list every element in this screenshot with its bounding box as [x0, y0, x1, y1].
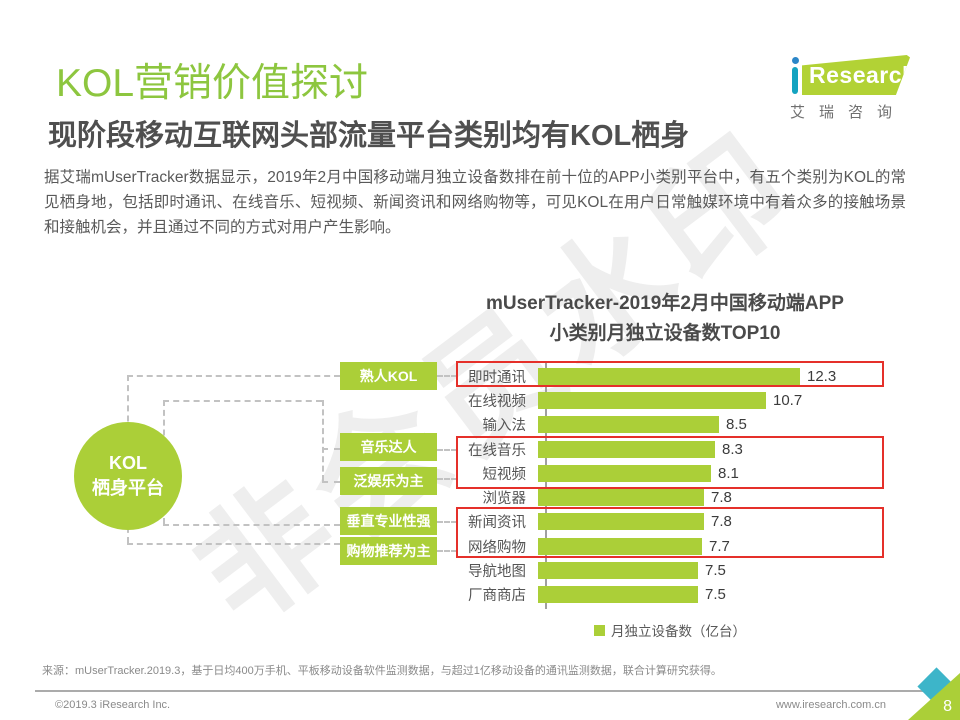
- logo-wordmark: Research: [809, 61, 917, 88]
- bar-row: 输入法 8.5: [455, 413, 895, 437]
- chart-legend: 月独立设备数（亿台）: [455, 620, 885, 640]
- logo-green-shape: Research: [802, 55, 910, 95]
- bar: [538, 391, 766, 409]
- bar-value-label: 10.7: [773, 391, 803, 409]
- bar-row: 即时通讯 12.3: [455, 364, 895, 388]
- bar-row: 在线音乐 8.3: [455, 437, 895, 461]
- dashed-line: [163, 400, 322, 402]
- bar-value-label: 7.7: [709, 537, 730, 555]
- body-paragraph: 据艾瑞mUserTracker数据显示，2019年2月中国移动端月独立设备数排在…: [44, 169, 906, 236]
- chart-title: mUserTracker-2019年2月中国移动端APP 小类别月独立设备数TO…: [425, 289, 905, 349]
- footer-website-link[interactable]: www.iresearch.com.cn: [775, 699, 886, 711]
- bar: [538, 513, 704, 531]
- bar-value-label: 7.5: [705, 562, 726, 580]
- dashed-line: [322, 400, 324, 481]
- bar-row: 厂商商店 7.5: [455, 583, 895, 607]
- bar: [538, 464, 711, 482]
- bar-row: 导航地图 7.5: [455, 558, 895, 582]
- logo-i-stem-icon: [792, 67, 798, 94]
- bar: [538, 489, 704, 507]
- bar-row: 短视频 8.1: [455, 461, 895, 485]
- dashed-line: [437, 449, 457, 451]
- dashed-line: [437, 550, 457, 552]
- bar-row: 浏览器 7.8: [455, 485, 895, 509]
- iresearch-logo: Research 艾瑞咨询: [786, 48, 922, 121]
- bar-category-label: 即时通讯: [468, 369, 526, 386]
- bar: [538, 416, 719, 434]
- footer-copyright: ©2019.3 iResearch Inc.: [55, 699, 171, 711]
- bar-chart: 即时通讯 12.3 在线视频 10.7 输入法 8.5 在线音乐 8.3 短视频 8.1 浏览器 7.…: [455, 364, 895, 607]
- legend-swatch-icon: [594, 624, 605, 636]
- dashed-line: [322, 481, 340, 483]
- bar-category-label: 在线音乐: [468, 442, 526, 459]
- chart-title-line2: 小类别月独立设备数TOP10: [549, 323, 781, 344]
- page-title: KOL营销价值探讨: [56, 62, 369, 105]
- bar-category-label: 网络购物: [468, 539, 526, 556]
- bar-category-label: 导航地图: [468, 564, 526, 581]
- bar-row: 新闻资讯 7.8: [455, 510, 895, 534]
- chart-title-line1: mUserTracker-2019年2月中国移动端APP: [486, 293, 844, 314]
- dashed-line: [163, 524, 340, 526]
- bar-category-label: 短视频: [482, 466, 527, 483]
- dashed-line: [437, 521, 457, 523]
- kol-platform-circle: KOL 栖身平台: [74, 422, 182, 530]
- bar: [538, 537, 702, 555]
- dashed-line: [437, 478, 457, 480]
- kol-type-label: 泛娱乐为主: [340, 467, 437, 495]
- bar-category-label: 厂商商店: [468, 588, 526, 605]
- kol-circle-line2: 栖身平台: [92, 478, 164, 498]
- bar-value-label: 7.8: [711, 513, 732, 531]
- kol-type-label: 熟人KOL: [340, 362, 437, 390]
- footer-divider: [35, 690, 923, 692]
- bar-value-label: 7.5: [705, 586, 726, 604]
- bar-row: 网络购物 7.7: [455, 534, 895, 558]
- bar: [538, 440, 715, 458]
- bar-category-label: 在线视频: [468, 393, 526, 410]
- kol-type-label: 购物推荐为主: [340, 537, 437, 565]
- dashed-line: [437, 375, 457, 377]
- logo-i-dot-icon: [792, 57, 799, 64]
- bar: [538, 586, 698, 604]
- bar-row: 在线视频 10.7: [455, 388, 895, 412]
- bar-category-label: 输入法: [482, 418, 527, 435]
- dashed-line: [322, 448, 340, 450]
- source-note: 来源：mUserTracker.2019.3，基于日均400万手机、平板移动设备…: [42, 665, 722, 677]
- kol-type-label: 垂直专业性强: [340, 507, 437, 535]
- page-subtitle: 现阶段移动互联网头部流量平台类别均有KOL栖身: [48, 120, 690, 152]
- legend-label: 月独立设备数（亿台）: [611, 624, 746, 639]
- kol-type-label: 音乐达人: [340, 433, 437, 461]
- bar-value-label: 8.5: [726, 416, 747, 434]
- kol-circle-line1: KOL: [109, 453, 147, 473]
- bar-value-label: 12.3: [807, 367, 837, 385]
- chart-axis-line: [545, 361, 547, 609]
- bar: [538, 562, 698, 580]
- bar-value-label: 8.3: [722, 440, 743, 458]
- page-number: 8: [943, 698, 952, 715]
- bar: [538, 367, 800, 385]
- bar-category-label: 浏览器: [482, 491, 527, 508]
- bar-value-label: 8.1: [718, 464, 739, 482]
- bar-category-label: 新闻资讯: [468, 515, 526, 532]
- bar-value-label: 7.8: [711, 489, 732, 507]
- logo-chinese-name: 艾瑞咨询: [790, 104, 907, 121]
- dashed-line: [127, 375, 340, 377]
- dashed-line: [127, 543, 340, 545]
